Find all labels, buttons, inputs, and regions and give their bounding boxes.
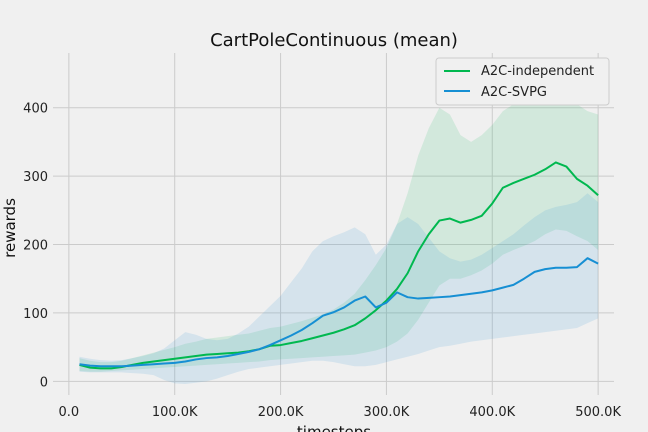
x-gridlines — [68, 53, 599, 395]
x-tick-label: 100.0K — [152, 405, 198, 420]
x-tick-label: 300.0K — [364, 405, 410, 420]
y-tick-label: 200 — [23, 239, 48, 254]
band-a2c-svpg — [79, 193, 599, 385]
line-a2c-independent — [79, 161, 599, 370]
legend-label-a2c-independent: A2C-independent — [481, 64, 594, 79]
chart-title: CartPoleContinuous (mean) — [210, 30, 458, 51]
confidence-bands — [79, 90, 599, 385]
y-tick-label: 100 — [23, 307, 48, 322]
y-tick-label: 0 — [40, 375, 48, 390]
line-a2c-svpg — [79, 257, 599, 368]
series-lines — [79, 161, 599, 370]
x-tick-label: 200.0K — [258, 405, 304, 420]
y-axis-label: rewards — [1, 198, 19, 258]
y-gridlines — [53, 107, 614, 382]
x-axis-label: timesteps — [297, 423, 371, 432]
x-tick-label: 500.0K — [575, 405, 621, 420]
x-tick-labels: 0.0 100.0K 200.0K 300.0K 400.0K 500.0K — [59, 405, 622, 420]
y-tick-labels: 0 100 200 300 400 — [23, 102, 48, 391]
legend: A2C-independent A2C-SVPG — [435, 57, 610, 106]
x-tick-label: 0.0 — [59, 405, 80, 420]
x-tick-label: 400.0K — [469, 405, 515, 420]
band-a2c-independent — [79, 90, 599, 372]
legend-label-a2c-svpg: A2C-SVPG — [481, 85, 547, 100]
y-tick-label: 300 — [23, 170, 48, 185]
legend-box — [435, 57, 610, 106]
y-tick-label: 400 — [23, 102, 48, 117]
